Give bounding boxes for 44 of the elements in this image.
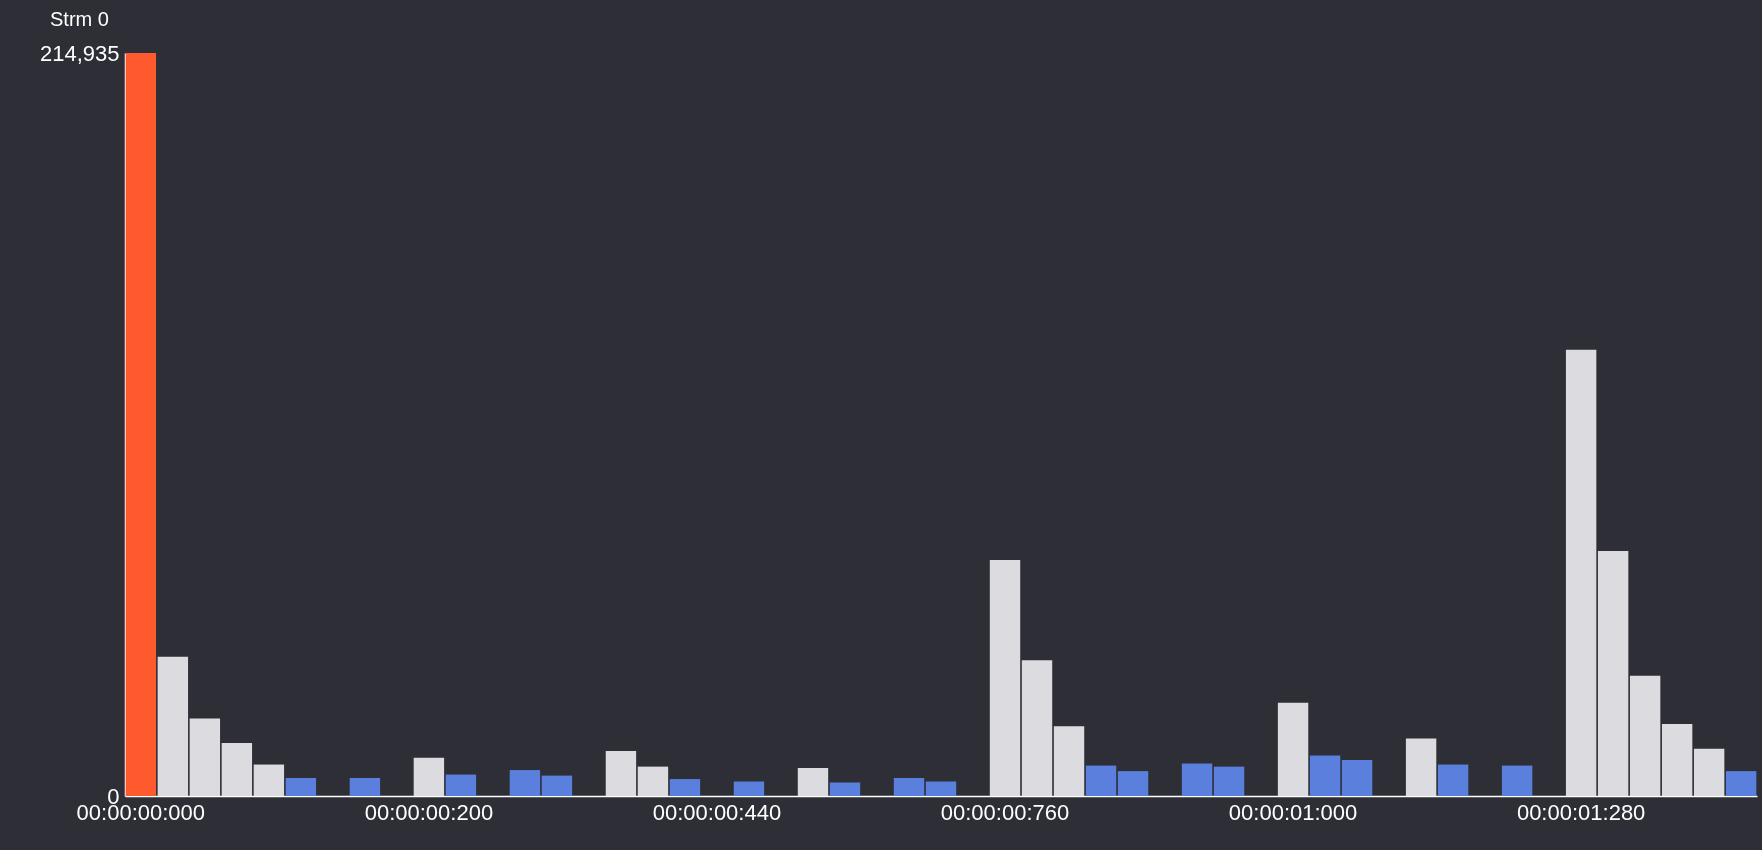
bar <box>1725 771 1757 796</box>
bar <box>733 781 765 796</box>
bar <box>1437 764 1469 796</box>
bar <box>637 766 669 796</box>
bar <box>1117 771 1149 796</box>
bar <box>509 770 541 796</box>
bar <box>349 778 381 796</box>
bar <box>541 775 573 796</box>
bar <box>1405 738 1437 796</box>
bar <box>669 779 701 796</box>
bar <box>989 559 1021 796</box>
bar <box>189 718 221 796</box>
bar <box>829 782 861 796</box>
bar <box>445 774 477 796</box>
bar <box>413 757 445 796</box>
chart-title: Strm 0 <box>50 8 109 30</box>
bar <box>285 778 317 796</box>
x-tick-label: 00:00:00:760 <box>940 799 1070 825</box>
y-tick-label: 214,935 <box>39 40 120 66</box>
bar <box>893 778 925 796</box>
bar <box>1341 760 1373 796</box>
bar <box>1181 763 1213 796</box>
bar <box>1021 660 1053 796</box>
bar <box>221 743 253 796</box>
bar <box>1565 349 1597 796</box>
bar <box>797 768 829 796</box>
bar <box>1661 724 1693 796</box>
bar <box>1085 765 1117 796</box>
x-tick-label: 00:00:01:280 <box>1516 799 1646 825</box>
bar <box>605 751 637 796</box>
bar <box>1053 726 1085 796</box>
bar <box>1629 675 1661 796</box>
x-tick-label: 00:00:00:200 <box>364 799 494 825</box>
bar <box>1277 702 1309 796</box>
bar <box>925 781 957 796</box>
x-tick-label: 00:00:01:000 <box>1228 799 1358 825</box>
x-tick-label: 00:00:00:440 <box>652 799 782 825</box>
bar <box>157 656 189 796</box>
bar <box>1693 748 1725 796</box>
bar <box>1213 766 1245 796</box>
bar <box>253 764 285 796</box>
bar <box>1501 765 1533 796</box>
bar <box>1309 755 1341 796</box>
bar <box>1597 550 1629 796</box>
